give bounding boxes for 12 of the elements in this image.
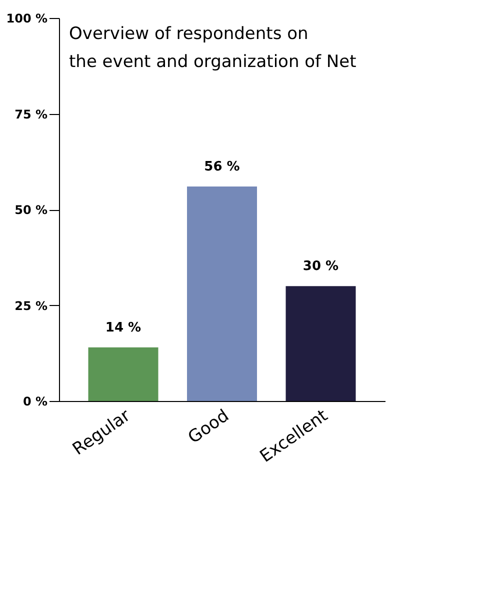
text: Overview of respondents on the event and organization of Net — [69, 24, 357, 72]
y-tick-label: 100 % — [6, 12, 48, 26]
bar — [187, 186, 257, 401]
y-tick-label: 75 % — [14, 107, 48, 122]
bar — [88, 347, 158, 401]
data-label: 56 % — [204, 160, 240, 175]
data-label: 30 % — [302, 259, 339, 274]
y-tick-label: 25 % — [14, 298, 48, 313]
y-tick-label: 50 % — [14, 203, 48, 217]
y-tick-label: 0 % — [22, 394, 48, 408]
bar — [286, 286, 356, 401]
data-label: 14 % — [105, 320, 142, 336]
